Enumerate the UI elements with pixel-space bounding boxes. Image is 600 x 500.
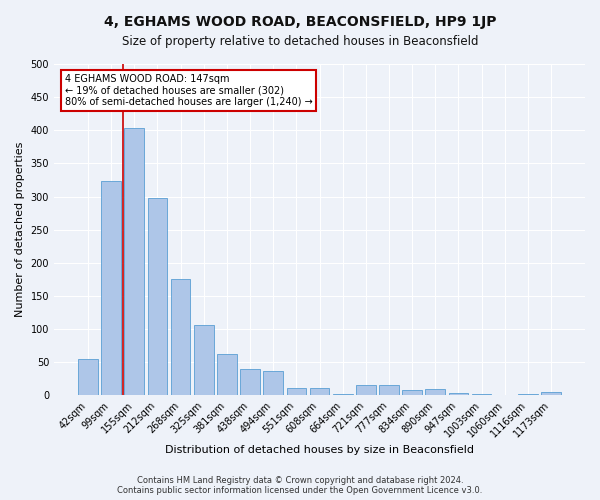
Bar <box>310 388 329 396</box>
Y-axis label: Number of detached properties: Number of detached properties <box>15 142 25 318</box>
Bar <box>124 128 144 396</box>
Bar <box>171 280 190 396</box>
Bar <box>194 324 214 396</box>
Bar <box>379 386 399 396</box>
Bar <box>333 394 353 396</box>
Bar <box>240 369 260 396</box>
Bar <box>518 394 538 396</box>
Bar <box>402 390 422 396</box>
Bar <box>356 386 376 396</box>
Bar <box>541 392 561 396</box>
Bar <box>472 394 491 396</box>
Bar <box>287 388 306 396</box>
Text: Contains HM Land Registry data © Crown copyright and database right 2024.
Contai: Contains HM Land Registry data © Crown c… <box>118 476 482 495</box>
Bar <box>148 198 167 396</box>
Bar <box>217 354 237 396</box>
Text: Size of property relative to detached houses in Beaconsfield: Size of property relative to detached ho… <box>122 35 478 48</box>
Bar <box>449 393 468 396</box>
Bar <box>78 359 98 396</box>
Bar <box>101 182 121 396</box>
Bar <box>263 371 283 396</box>
Bar <box>425 390 445 396</box>
X-axis label: Distribution of detached houses by size in Beaconsfield: Distribution of detached houses by size … <box>165 445 474 455</box>
Text: 4 EGHAMS WOOD ROAD: 147sqm
← 19% of detached houses are smaller (302)
80% of sem: 4 EGHAMS WOOD ROAD: 147sqm ← 19% of deta… <box>65 74 313 107</box>
Text: 4, EGHAMS WOOD ROAD, BEACONSFIELD, HP9 1JP: 4, EGHAMS WOOD ROAD, BEACONSFIELD, HP9 1… <box>104 15 496 29</box>
